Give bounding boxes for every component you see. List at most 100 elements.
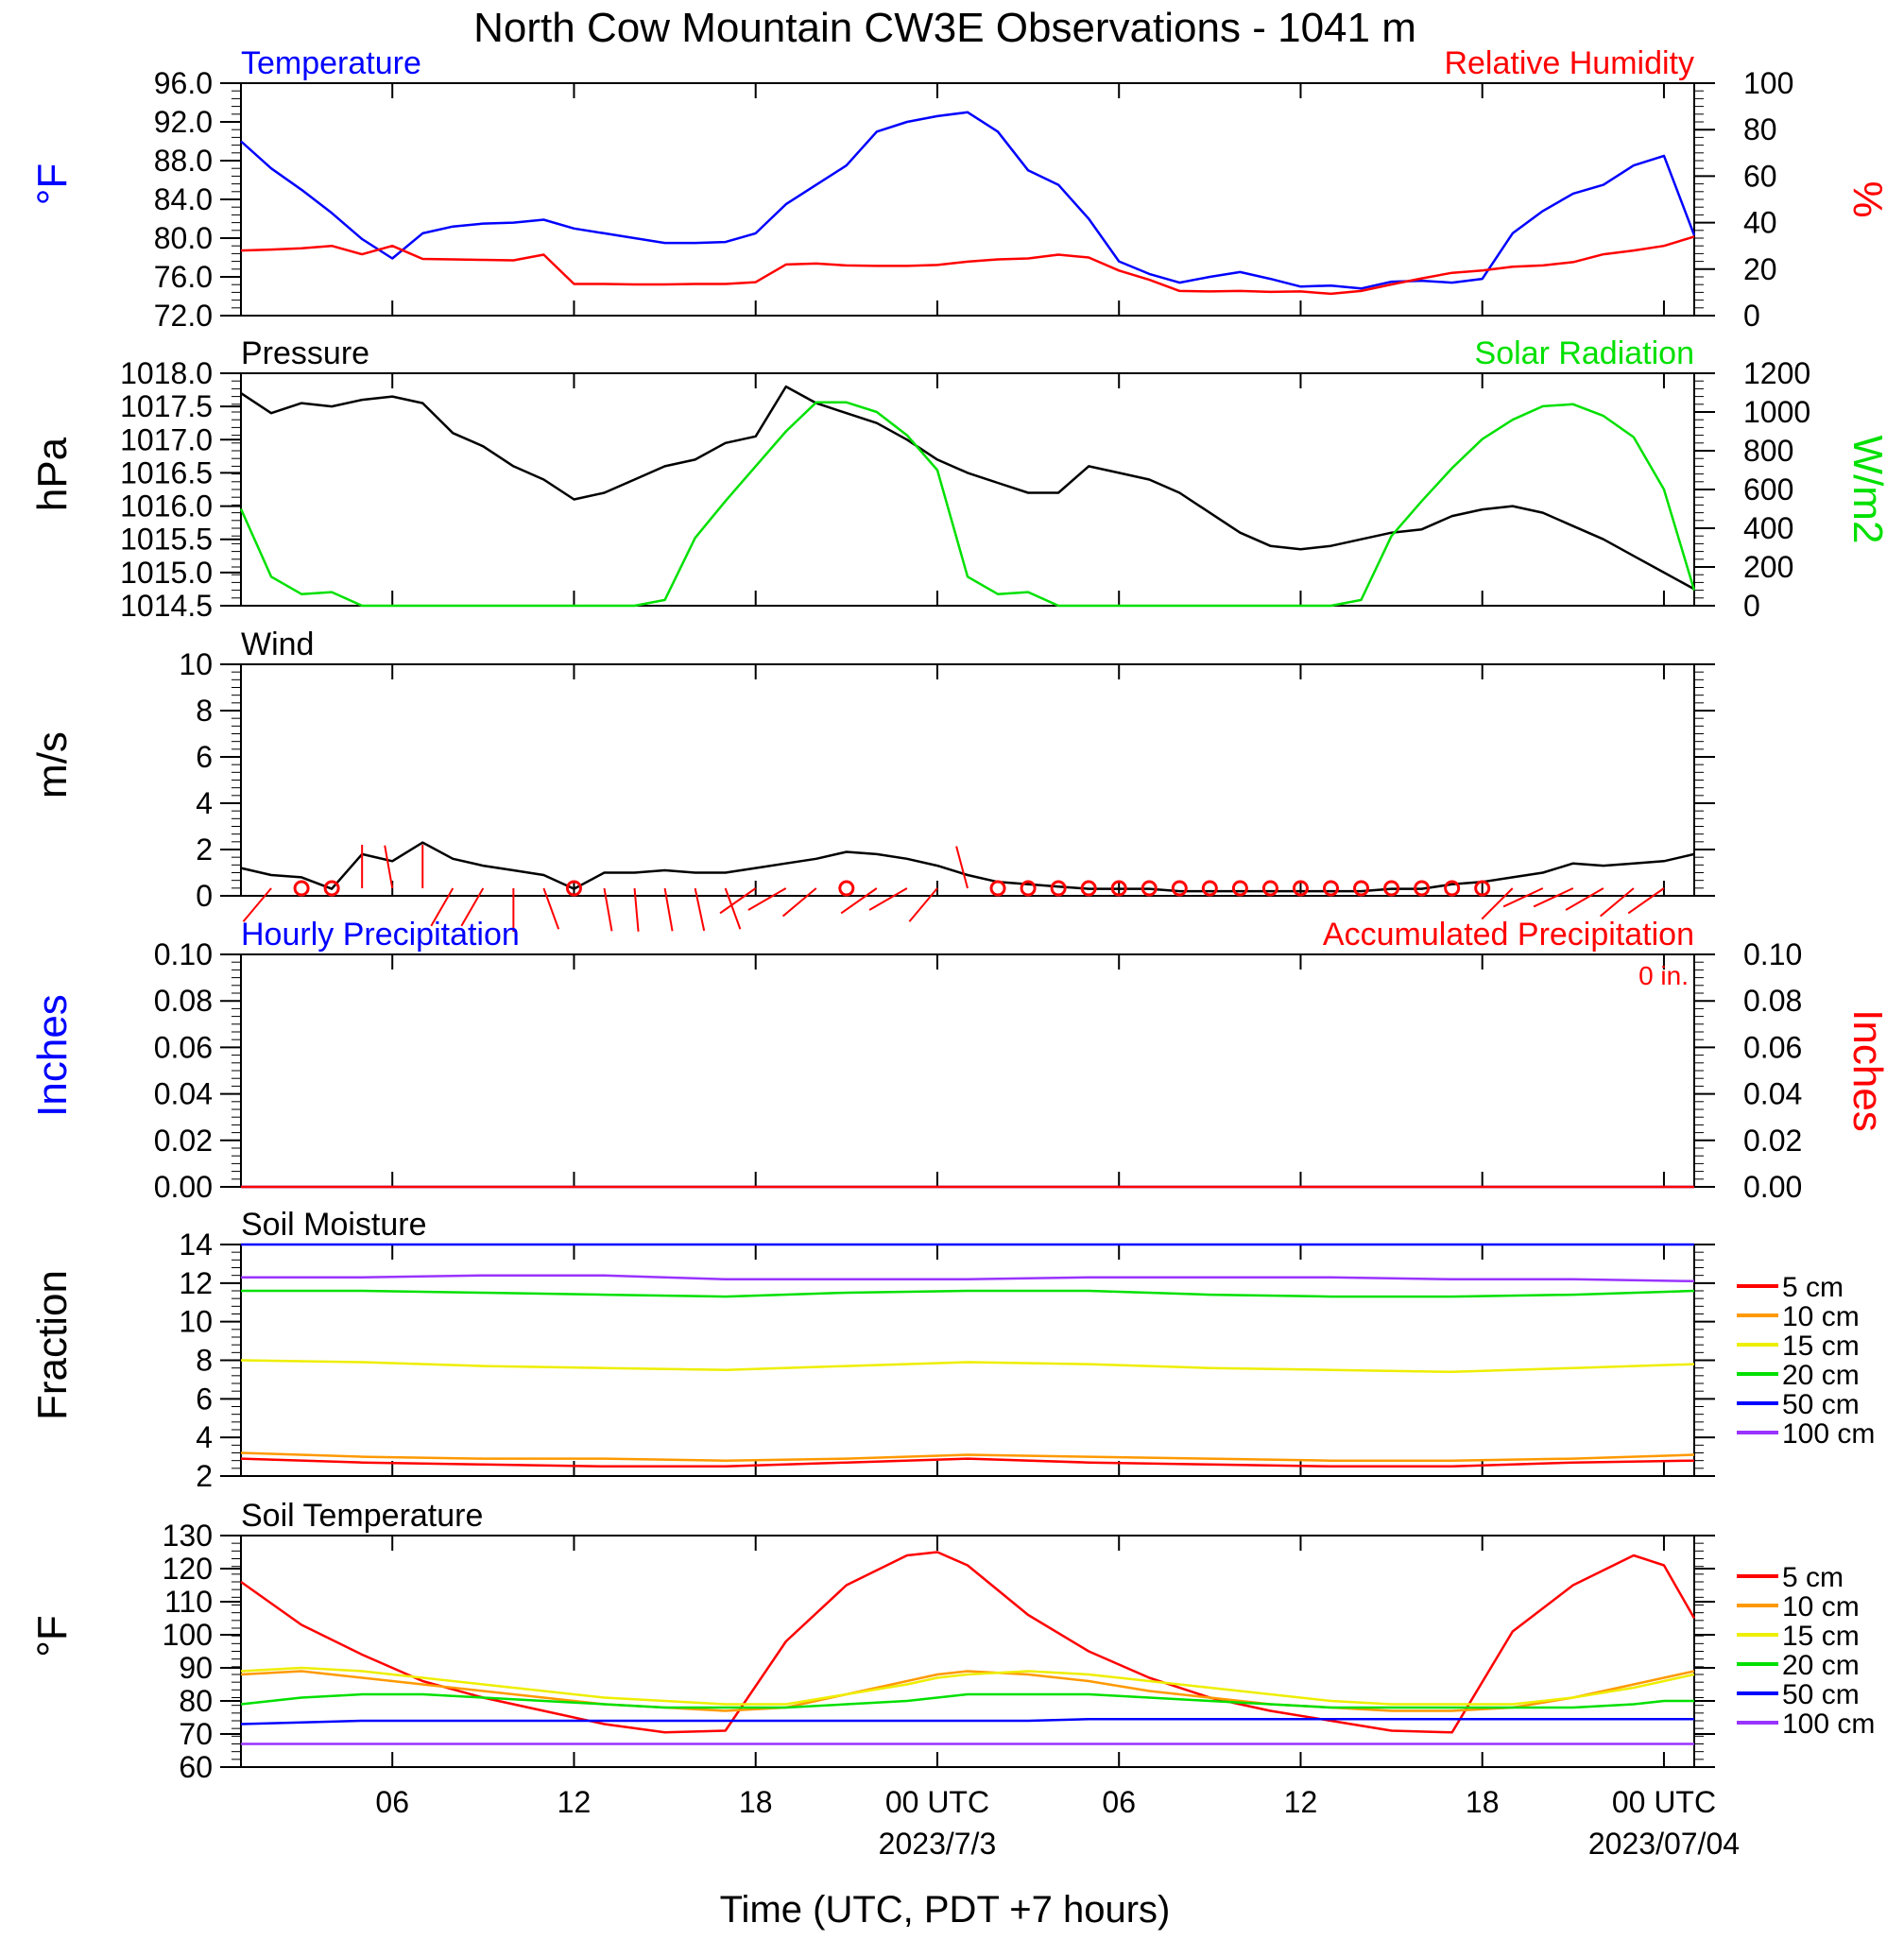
- legend-label: 50 cm: [1782, 1389, 1860, 1420]
- series-line-3: [241, 1289, 1695, 1298]
- wind-barb: [542, 887, 560, 930]
- y-axis-label-right: Inches: [1844, 1009, 1891, 1132]
- y-tick-label: 1017.5: [120, 389, 213, 423]
- wind-barb: [1502, 887, 1544, 908]
- panel-title-right: Accumulated Precipitation: [1323, 917, 1694, 953]
- wind-barb: [384, 845, 394, 889]
- wind-barb: [1600, 887, 1635, 918]
- chart-title: North Cow Mountain CW3E Observations - 1…: [473, 5, 1416, 51]
- y-axis-label-left: °F: [29, 163, 76, 205]
- panel-title-left: Pressure: [241, 335, 369, 371]
- calm-wind-marker: [1261, 880, 1278, 897]
- y-tick-label: 4: [196, 1420, 213, 1454]
- series-line-0: [240, 385, 1695, 591]
- x-tick-label: 00 UTC: [885, 1785, 989, 1819]
- y-tick-label: 80: [179, 1684, 213, 1718]
- legend-label: 10 cm: [1782, 1591, 1860, 1622]
- calm-wind-marker: [989, 880, 1006, 897]
- y-tick-label-right: 0.08: [1743, 984, 1802, 1018]
- y-tick-label: 72.0: [154, 299, 213, 333]
- wind-barb: [1533, 887, 1574, 908]
- y-tick-label: 130: [163, 1519, 213, 1553]
- x-tick-label: 12: [1284, 1785, 1318, 1819]
- y-tick-label-right: 100: [1743, 66, 1793, 100]
- calm-wind-marker: [1414, 880, 1431, 897]
- y-tick-label: 1016.0: [120, 489, 213, 524]
- y-axis-label-left: °F: [29, 1615, 76, 1657]
- wind-barb: [747, 887, 787, 911]
- calm-wind-marker: [565, 880, 582, 897]
- x-date-label: 2023/07/04: [1588, 1827, 1740, 1861]
- y-tick-label: 88.0: [154, 144, 213, 178]
- y-tick-label: 8: [196, 1344, 213, 1378]
- wind-barb: [868, 887, 908, 911]
- y-tick-label: 2: [196, 833, 213, 867]
- y-tick-label-right: 400: [1743, 511, 1793, 545]
- y-tick-label: 6: [196, 1382, 213, 1416]
- x-tick-label: 06: [1102, 1785, 1136, 1819]
- legend-label: 100 cm: [1782, 1418, 1875, 1450]
- panel-2: 0 2 4 6 8 10 Wind m/s: [29, 627, 1715, 932]
- y-tick-label: 96.0: [154, 66, 213, 100]
- wind-barb: [724, 887, 742, 930]
- wind-barb: [430, 887, 455, 927]
- wind-barb: [242, 887, 272, 922]
- x-tick-label: 18: [1466, 1785, 1500, 1819]
- wind-barb: [955, 846, 969, 889]
- legend-label: 20 cm: [1782, 1360, 1860, 1391]
- y-tick-label: 84.0: [154, 182, 213, 216]
- y-tick-label: 0.06: [154, 1030, 213, 1064]
- x-axis-label: Time (UTC, PDT +7 hours): [720, 1889, 1171, 1931]
- calm-wind-marker: [1201, 880, 1218, 897]
- wind-barb: [633, 887, 640, 932]
- y-tick-label-right: 0.06: [1743, 1030, 1802, 1064]
- wind-barb: [719, 887, 757, 915]
- y-tick-label: 0.02: [154, 1124, 213, 1158]
- series-line-1: [240, 235, 1695, 296]
- wind-barb: [781, 887, 817, 918]
- y-tick-label-right: 0: [1743, 589, 1760, 623]
- calm-wind-marker: [1020, 880, 1037, 897]
- series-line-0: [240, 1551, 1696, 1734]
- y-tick-label: 1017.0: [120, 422, 213, 456]
- panel-title-left: Wind: [241, 627, 314, 662]
- y-tick-label: 1018.0: [120, 356, 213, 390]
- wind-barb: [460, 887, 485, 927]
- wind-barb: [694, 887, 706, 932]
- calm-wind-marker: [1231, 880, 1248, 897]
- series-line-0: [240, 1457, 1695, 1468]
- calm-wind-marker: [1141, 880, 1158, 897]
- y-tick-label: 1015.0: [120, 556, 213, 590]
- legend-label: 5 cm: [1782, 1272, 1844, 1303]
- x-tick-label: 12: [557, 1785, 592, 1819]
- y-tick-label: 2: [196, 1459, 213, 1493]
- legend-label: 100 cm: [1782, 1708, 1875, 1740]
- legend-label: 20 cm: [1782, 1650, 1860, 1681]
- y-tick-label-right: 20: [1743, 252, 1777, 286]
- wind-barb: [1481, 887, 1514, 920]
- calm-wind-marker: [1110, 880, 1127, 897]
- calm-wind-marker: [293, 880, 310, 897]
- legend-label: 50 cm: [1782, 1679, 1860, 1710]
- panel-3: 0.00 0.02 0.04 0.06 0.08 0.10 0.00 0.02 0.04 0.06…: [29, 917, 1891, 1204]
- y-tick-label: 0.00: [154, 1170, 213, 1204]
- y-tick-label-right: 80: [1743, 112, 1777, 146]
- wind-barb: [908, 887, 938, 922]
- y-tick-label: 60: [179, 1750, 213, 1784]
- y-tick-label-right: 60: [1743, 159, 1777, 193]
- calm-wind-marker: [1474, 880, 1491, 897]
- y-tick-label: 0: [196, 879, 213, 913]
- legend-label: 15 cm: [1782, 1331, 1860, 1362]
- series-line-0: [240, 841, 1695, 893]
- calm-wind-marker: [1444, 880, 1461, 897]
- y-tick-label: 4: [196, 786, 213, 820]
- x-tick-label: 06: [375, 1785, 409, 1819]
- y-tick-label: 92.0: [154, 105, 213, 139]
- y-tick-label: 0.08: [154, 984, 213, 1018]
- y-axis-label-right: W/m2: [1844, 436, 1891, 544]
- y-tick-label-right: 0.04: [1743, 1077, 1802, 1111]
- y-tick-label-right: 0: [1743, 299, 1760, 333]
- legend-label: 10 cm: [1782, 1301, 1860, 1332]
